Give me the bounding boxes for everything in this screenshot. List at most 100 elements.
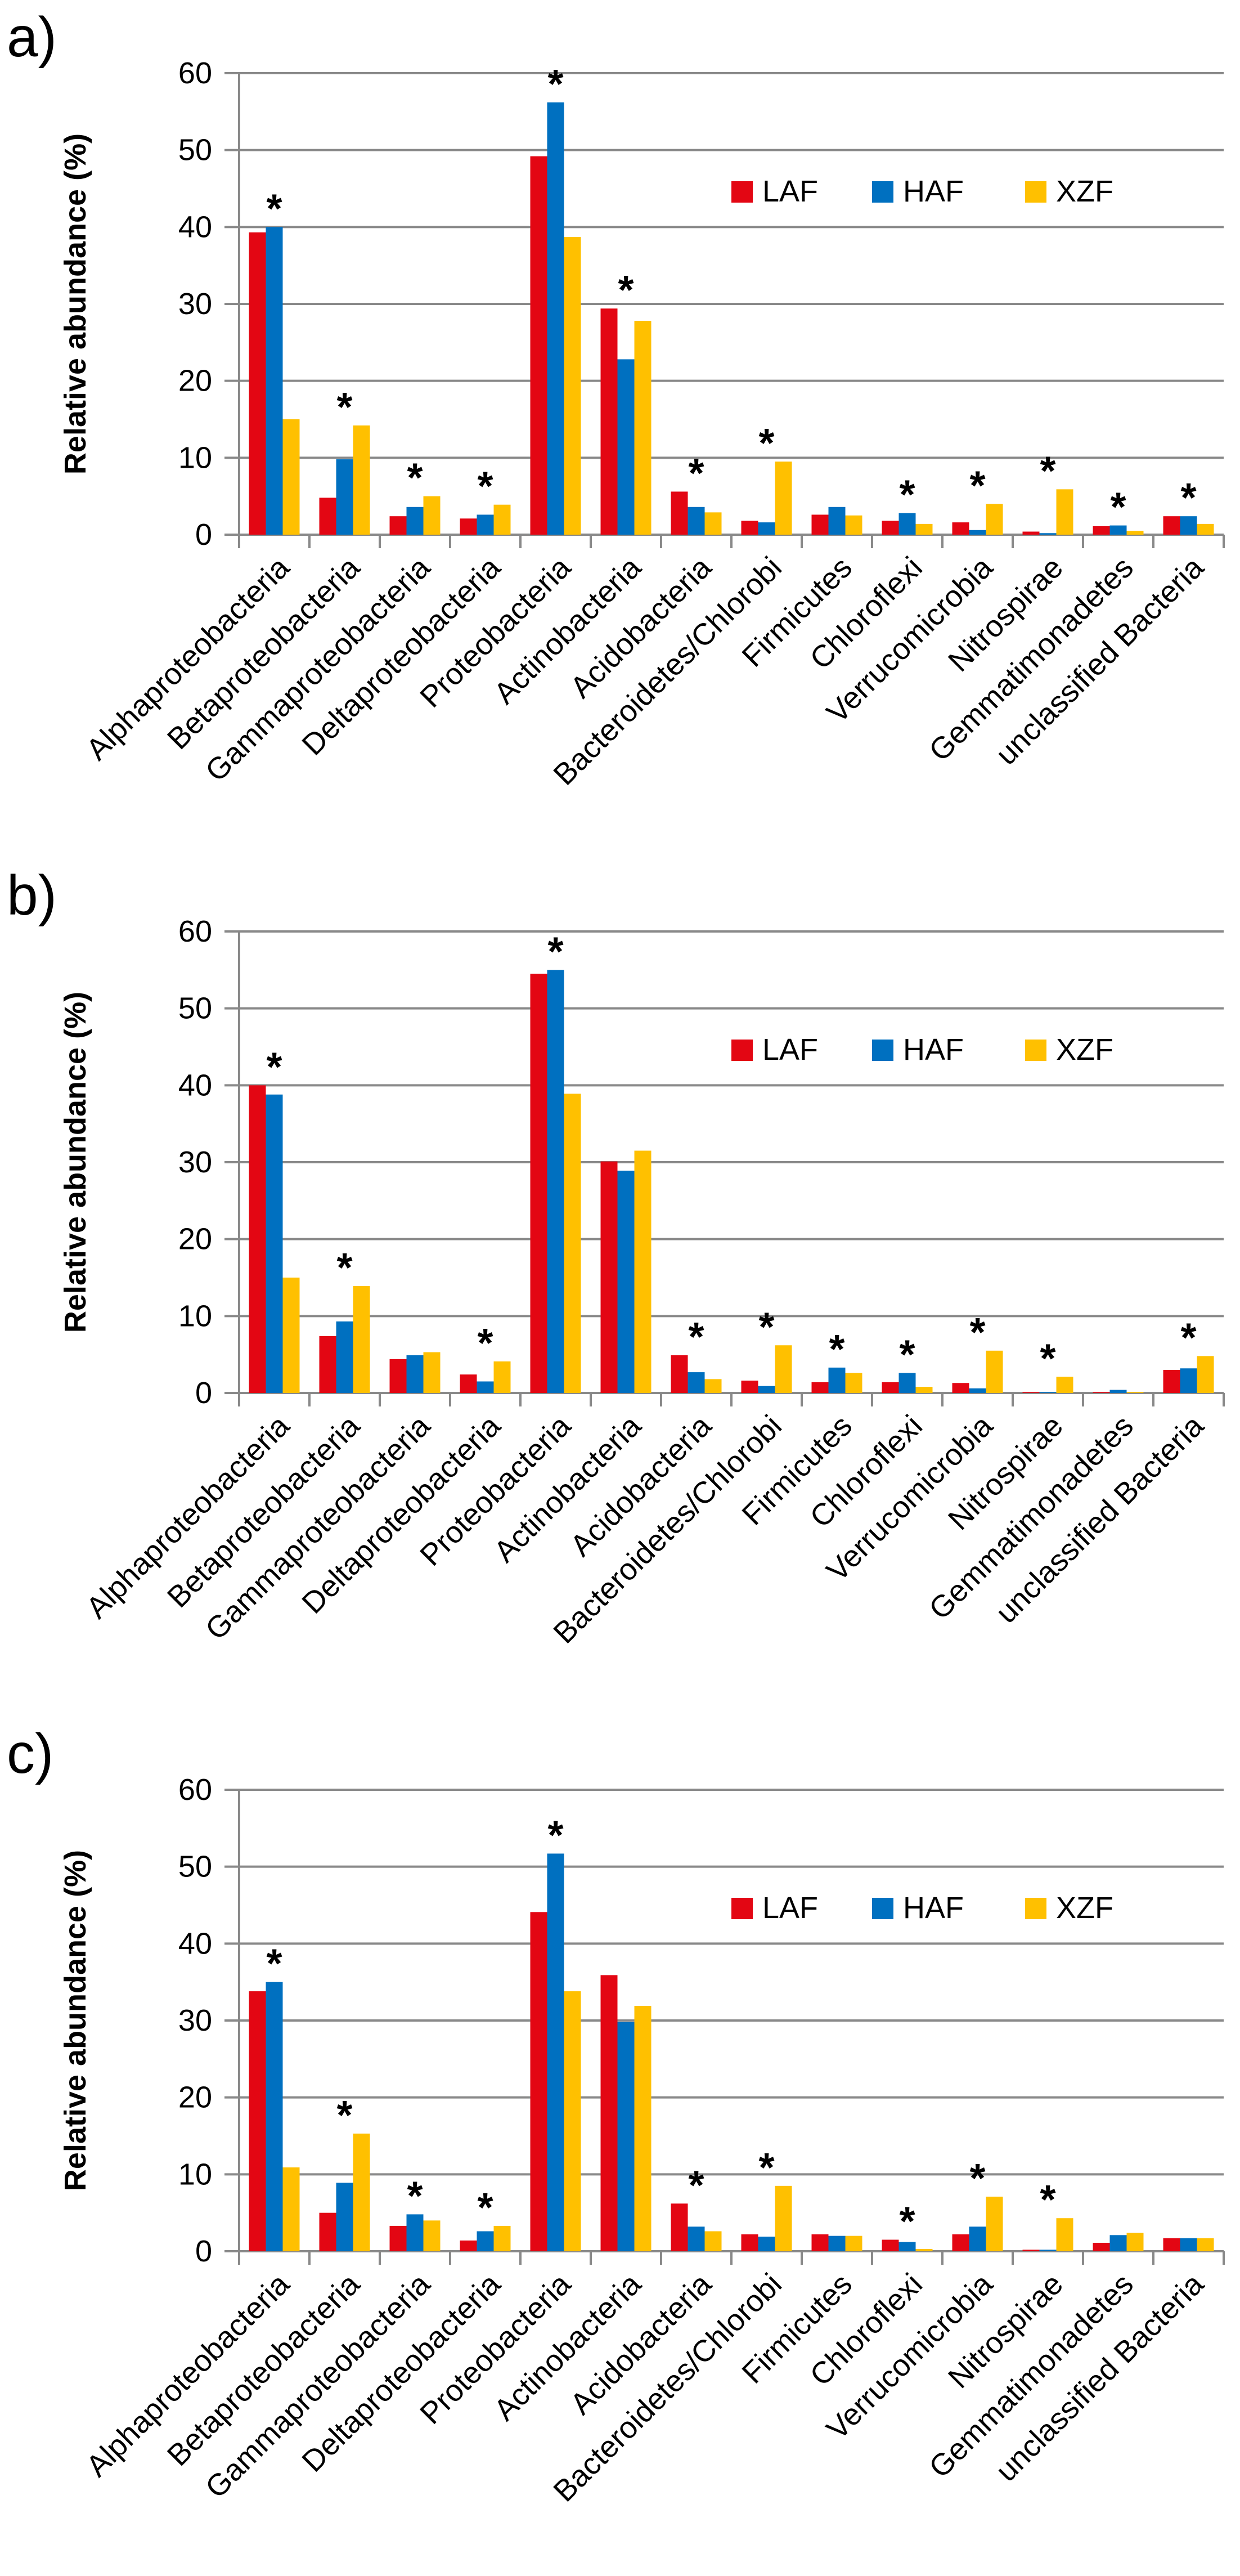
bar-xzf (986, 1350, 1003, 1393)
bar-xzf (423, 496, 441, 535)
bar-haf (969, 530, 986, 535)
bar-xzf (1126, 531, 1144, 535)
y-tick-label: 30 (178, 1145, 212, 1179)
bar-xzf (704, 2231, 722, 2251)
bar-haf (828, 2235, 846, 2251)
y-tick-label: 50 (178, 133, 212, 167)
bar-xzf (634, 1150, 652, 1393)
bar-xzf (986, 504, 1003, 535)
legend-swatch (872, 181, 893, 203)
y-tick-label: 40 (178, 1927, 212, 1960)
bar-laf (1093, 526, 1110, 535)
significance-marker: * (1040, 2178, 1055, 2223)
bar-xzf (282, 1278, 300, 1393)
y-tick-label: 20 (178, 1222, 212, 1256)
bar-haf (969, 2226, 986, 2251)
significance-marker: * (1180, 476, 1196, 521)
significance-marker: * (758, 2145, 774, 2190)
y-tick-label: 60 (178, 56, 212, 90)
bar-laf (811, 514, 829, 535)
y-tick-label: 0 (195, 2234, 212, 2268)
significance-marker: * (758, 1305, 774, 1350)
bar-xzf (493, 504, 511, 535)
legend-label: LAF (762, 174, 818, 208)
bar-haf (688, 2226, 705, 2251)
bar-haf (406, 507, 424, 535)
bar-laf (600, 1161, 618, 1393)
bar-haf (758, 2237, 775, 2251)
legend-label: HAF (903, 1033, 964, 1067)
y-tick-label: 50 (178, 992, 212, 1025)
bar-haf (336, 2183, 353, 2251)
legend-item-xzf: XZF (1025, 1033, 1113, 1067)
bar-haf (898, 1373, 916, 1393)
bar-laf (811, 2234, 829, 2251)
bar-haf (617, 1171, 635, 1393)
significance-marker: * (899, 473, 915, 518)
bar-laf (530, 156, 547, 535)
y-tick-label: 50 (178, 1850, 212, 1884)
significance-marker: * (1040, 1336, 1055, 1381)
bar-haf (1109, 525, 1127, 535)
bar-xzf (1056, 489, 1073, 535)
bar-xzf (1197, 523, 1214, 535)
bar-laf (811, 1382, 829, 1393)
bar-haf (266, 227, 283, 535)
bar-laf (460, 1374, 477, 1393)
significance-marker: * (547, 62, 563, 107)
bar-xzf (986, 2196, 1003, 2251)
bar-xzf (915, 523, 933, 535)
significance-marker: * (477, 1321, 493, 1366)
bar-xzf (915, 1387, 933, 1393)
bar-xzf (634, 321, 652, 535)
bar-haf (828, 507, 846, 535)
legend-swatch (872, 1898, 893, 1919)
bar-haf (1039, 533, 1057, 535)
bar-laf (249, 1991, 266, 2251)
bar-laf (319, 2212, 336, 2251)
legend-label: HAF (903, 1891, 964, 1925)
bar-laf (460, 2240, 477, 2251)
bar-xzf (1126, 2233, 1144, 2251)
significance-marker: * (336, 1246, 352, 1291)
legend-item-laf: LAF (731, 1033, 818, 1067)
bar-laf (530, 1912, 547, 2251)
legend-label: XZF (1056, 1033, 1113, 1067)
y-tick-label: 60 (178, 1773, 212, 1807)
bar-xzf (915, 2248, 933, 2251)
significance-marker: * (547, 929, 563, 974)
significance-marker: * (1040, 449, 1055, 494)
bar-xzf (1197, 2238, 1214, 2251)
legend-swatch (731, 1040, 753, 1061)
significance-marker: * (688, 2163, 704, 2208)
bar-xzf (704, 1379, 722, 1393)
legend-swatch (1025, 181, 1046, 203)
legend-label: HAF (903, 174, 964, 208)
bar-laf (1163, 1370, 1180, 1393)
significance-marker: * (266, 1045, 282, 1090)
significance-marker: * (477, 464, 493, 509)
y-tick-label: 10 (178, 2157, 212, 2191)
significance-marker: * (477, 2185, 493, 2230)
bar-haf (617, 359, 635, 535)
legend-item-xzf: XZF (1025, 1891, 1113, 1925)
significance-marker: * (336, 385, 352, 430)
y-tick-label: 40 (178, 1068, 212, 1102)
bar-xzf (1126, 1392, 1144, 1393)
bar-xzf (634, 2006, 652, 2251)
bar-xzf (564, 1094, 581, 1393)
bar-laf (460, 518, 477, 535)
y-tick-label: 60 (178, 915, 212, 948)
significance-marker: * (266, 1942, 282, 1987)
bar-haf (266, 1094, 283, 1393)
bar-xzf (1056, 2218, 1073, 2251)
bar-haf (477, 514, 494, 535)
bar-laf (952, 522, 969, 535)
panel-label: c) (7, 1722, 53, 1785)
bar-xzf (845, 515, 862, 535)
bar-laf (882, 2239, 899, 2251)
significance-marker: * (266, 186, 282, 231)
